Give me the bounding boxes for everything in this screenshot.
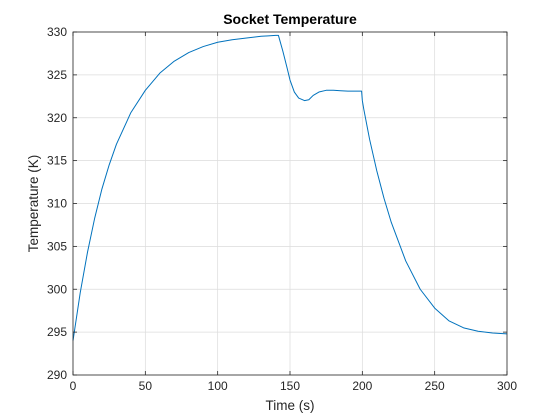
y-tick-label: 315 bbox=[47, 154, 67, 168]
y-tick-label: 330 bbox=[47, 25, 67, 39]
y-tick-label: 300 bbox=[47, 282, 67, 296]
y-tick-label: 295 bbox=[47, 325, 67, 339]
chart-title: Socket Temperature bbox=[223, 11, 357, 27]
tick-marks bbox=[72, 31, 508, 376]
y-tick-label: 310 bbox=[47, 197, 67, 211]
x-tick-label: 150 bbox=[280, 379, 300, 393]
x-tick-labels: 0 50 100 150 200 250 300 bbox=[70, 379, 518, 393]
temperature-line bbox=[72, 34, 508, 341]
x-tick-label: 250 bbox=[425, 379, 445, 393]
x-tick-label: 0 bbox=[70, 379, 77, 393]
series-group bbox=[72, 34, 508, 341]
x-tick-label: 300 bbox=[497, 379, 517, 393]
x-tick-label: 50 bbox=[139, 379, 153, 393]
y-tick-label: 305 bbox=[47, 239, 67, 253]
x-tick-label: 100 bbox=[208, 379, 228, 393]
y-axis-label: Temperature (K) bbox=[26, 155, 41, 253]
x-axis-label: Time (s) bbox=[266, 398, 315, 413]
y-tick-label: 325 bbox=[47, 68, 67, 82]
y-tick-label: 290 bbox=[47, 368, 67, 382]
y-tick-label: 320 bbox=[47, 111, 67, 125]
x-tick-label: 200 bbox=[352, 379, 372, 393]
y-tick-labels: 290 295 300 305 310 315 320 325 330 bbox=[47, 25, 67, 382]
